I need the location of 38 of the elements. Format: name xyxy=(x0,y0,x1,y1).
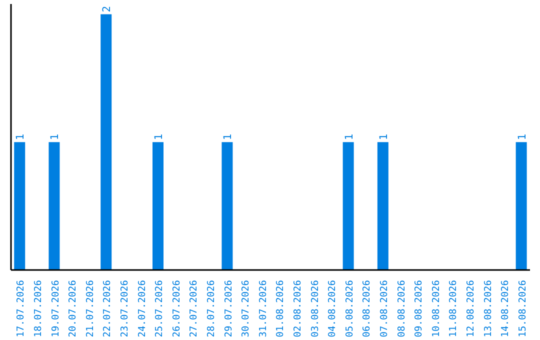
x-tick-label: 11.08.2026 xyxy=(448,280,460,338)
x-tick-label: 14.08.2026 xyxy=(500,280,512,338)
x-tick-label: 03.08.2026 xyxy=(310,280,321,338)
x-tick-label: 06.08.2026 xyxy=(362,280,373,338)
x-tick-label: 24.07.2026 xyxy=(136,280,148,338)
x-tick-label: 12.08.2026 xyxy=(465,280,476,338)
x-tick-label: 08.08.2026 xyxy=(396,280,408,338)
data-label: 1 xyxy=(153,134,166,140)
x-tick-label: 20.07.2026 xyxy=(68,280,79,338)
x-tick-label: 22.07.2026 xyxy=(102,280,114,338)
data-label: 1 xyxy=(14,134,27,140)
data-label: 2 xyxy=(101,6,114,12)
x-tick-label: 17.07.2026 xyxy=(16,280,27,338)
x-tick-label: 23.07.2026 xyxy=(119,280,130,338)
data-label: 1 xyxy=(49,134,62,140)
x-tick-label: 30.07.2026 xyxy=(240,280,252,338)
x-tick-label: 05.08.2026 xyxy=(344,280,356,338)
x-tick-label: 15.08.2026 xyxy=(517,280,528,338)
x-tick-label: 19.07.2026 xyxy=(50,280,62,338)
x-tick-label: 10.08.2026 xyxy=(430,280,442,338)
x-tick-label: 27.07.2026 xyxy=(188,280,200,338)
x-tick-label: 25.07.2026 xyxy=(154,280,166,338)
x-tick-label: 21.07.2026 xyxy=(84,280,96,338)
x-tick-label: 13.08.2026 xyxy=(482,280,494,338)
x-tick-label: 29.07.2026 xyxy=(223,280,234,338)
x-tick-label: 28.07.2026 xyxy=(206,280,217,338)
x-tick-label: 02.08.2026 xyxy=(292,280,304,338)
x-tick-label: 04.08.2026 xyxy=(327,280,338,338)
x-tick-label: 31.07.2026 xyxy=(258,280,269,338)
data-label: 1 xyxy=(343,134,356,140)
x-tick-label: 26.07.2026 xyxy=(171,280,182,338)
data-label: 1 xyxy=(516,134,528,140)
x-tick-label: 18.07.2026 xyxy=(32,280,44,338)
x-tick-label: 07.08.2026 xyxy=(378,280,390,338)
x-tick-label: 09.08.2026 xyxy=(414,280,425,338)
data-label: 1 xyxy=(378,134,390,140)
data-label: 1 xyxy=(222,134,234,140)
x-tick-label: 01.08.2026 xyxy=(275,280,286,338)
